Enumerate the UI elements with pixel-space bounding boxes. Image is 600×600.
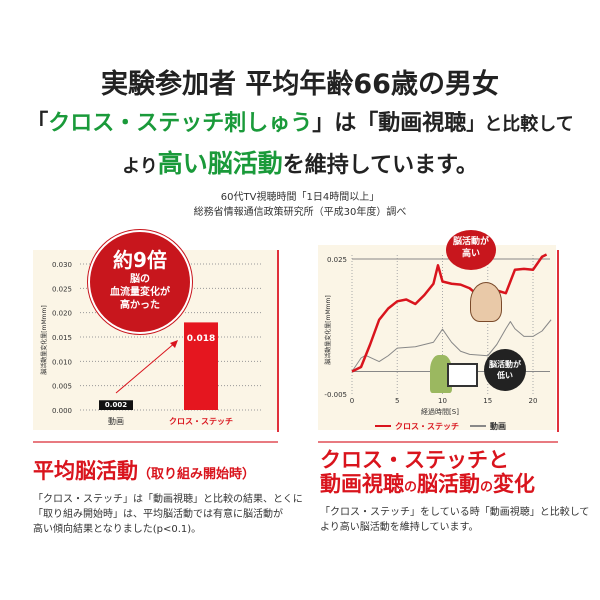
x-tick-label: 5 [395, 397, 399, 405]
x-tick-label: 20 [529, 397, 538, 405]
right-divider [557, 250, 559, 432]
high-activity-bubble: 脳活動が 高い [446, 230, 496, 270]
headline-1: 実験参加者 平均年齢66歳の男女 [101, 69, 499, 100]
legend-label: 動画 [490, 421, 506, 431]
x-tick-label: 15 [483, 397, 492, 405]
bar-chart: 0.000 0.005 0.010 0.015 0.020 0.025 0.030 脳活動量変… [40, 261, 262, 426]
right-underline [318, 441, 558, 443]
man-illustration [430, 355, 452, 393]
data-label: 0.018 [187, 334, 215, 344]
legend-label: クロス・ステッチ [395, 421, 459, 431]
headline-3: より高い脳活動を維持しています。 [122, 149, 478, 178]
y-tick-label: -0.005 [324, 391, 347, 399]
bar [99, 400, 133, 410]
x-axis-label: 経過時間[S] [421, 407, 459, 416]
bar [184, 322, 218, 410]
left-underline [33, 441, 278, 443]
right-title: クロス・ステッチと 動画視聴の脳活動の変化 [320, 448, 536, 496]
arrow-head [170, 340, 178, 348]
y-tick-label: 0.000 [52, 407, 72, 415]
x-tick-label: クロス・ステッチ [169, 416, 233, 426]
y-tick-label: 0.005 [52, 383, 72, 391]
y-tick-label: 0.025 [327, 256, 347, 264]
headline-2: 「クロス・ステッチ刺しゅう」は「動画視聴」と比較して [26, 111, 574, 136]
series-line [351, 253, 548, 373]
right-body: 「クロス・ステッチ」をしている時「動画視聴」と比較して より高い脳活動を維持してい… [320, 507, 590, 533]
data-label: 0.002 [105, 401, 127, 409]
y-tick-label: 0.010 [52, 358, 72, 366]
y-axis-label: 脳活動量変化量[mMmm] [40, 305, 48, 374]
left-divider [277, 250, 279, 432]
line-chart: 0 5 10 15 20 0.025 -0.005 脳活動量変化量[mMmm] 経過時間[S] ク… [324, 253, 552, 431]
left-body: 「クロス・ステッチ」は「動画視聴」と比較の結果、とくに 「取り組み開始時」は、平均… [33, 494, 303, 535]
y-tick-label: 0.030 [52, 261, 72, 269]
trend-arrow [115, 341, 177, 394]
woman-illustration [470, 282, 502, 322]
ratio-bubble: 約9倍 脳の 血流量変化が 高かった [88, 230, 192, 334]
low-activity-bubble: 脳活動が 低い [484, 349, 526, 391]
x-tick-label: 動画 [108, 417, 124, 426]
y-tick-label: 0.020 [52, 310, 72, 318]
x-tick-label: 10 [438, 397, 447, 405]
series-line [351, 319, 552, 372]
left-title: 平均脳活動（取り組み開始時） [33, 459, 256, 483]
monitor-illustration [447, 363, 478, 387]
y-axis-label: 脳活動量変化量[mMmm] [324, 295, 332, 364]
x-tick-label: 0 [350, 397, 354, 405]
y-tick-label: 0.025 [52, 285, 72, 293]
source-note: 60代TV視聴時間「1日4時間以上」 総務省情報通信政策研究所（平成30年度）調べ [193, 192, 407, 218]
y-tick-label: 0.015 [52, 334, 72, 342]
